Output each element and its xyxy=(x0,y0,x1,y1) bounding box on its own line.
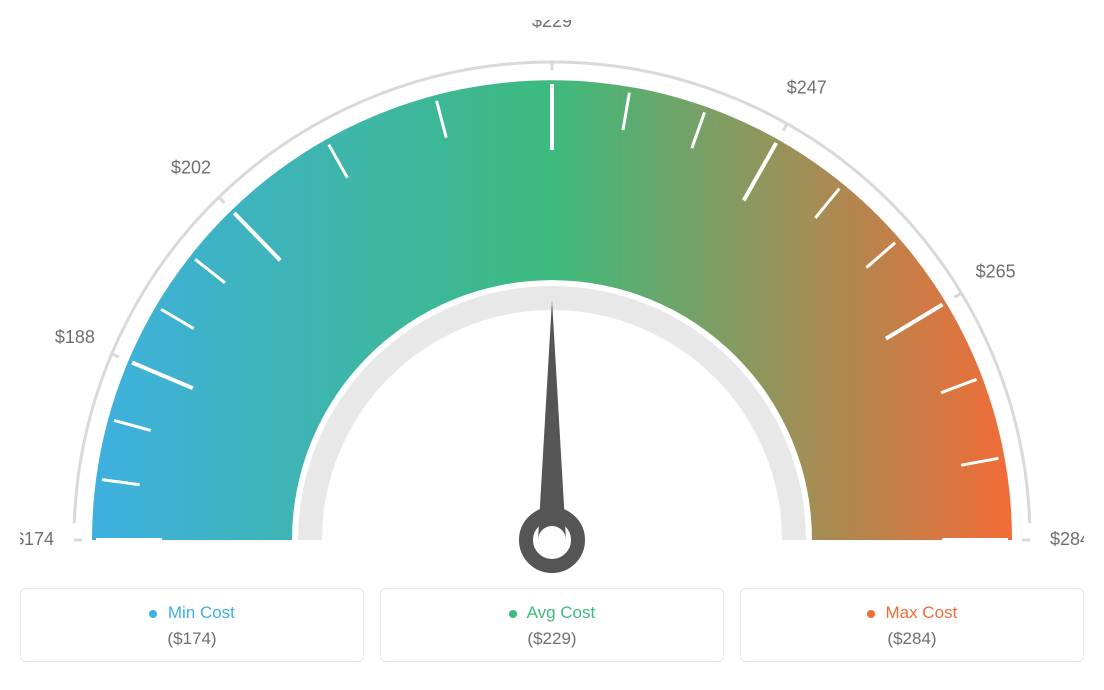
legend-value-avg: ($229) xyxy=(391,629,713,649)
tick-label: $247 xyxy=(787,78,827,98)
legend-label-avg: Avg Cost xyxy=(527,603,596,622)
tick-label: $188 xyxy=(55,327,95,347)
tick-label: $265 xyxy=(976,261,1016,281)
legend-box-avg: Avg Cost ($229) xyxy=(380,588,724,662)
gauge-area: $174 $188 $202 $229 $247 $265 $284 xyxy=(20,20,1084,580)
legend-dot-min xyxy=(149,610,157,618)
legend-value-min: ($174) xyxy=(31,629,353,649)
legend-title-avg: Avg Cost xyxy=(391,603,713,623)
legend-row: Min Cost ($174) Avg Cost ($229) Max Cost… xyxy=(20,588,1084,662)
gauge-svg: $174 $188 $202 $229 $247 $265 $284 xyxy=(20,20,1084,580)
legend-title-max: Max Cost xyxy=(751,603,1073,623)
cost-gauge-chart: $174 $188 $202 $229 $247 $265 $284 Min Cost ($… xyxy=(20,20,1084,662)
tick-label: $202 xyxy=(171,157,211,177)
tick-label: $284 xyxy=(1050,529,1084,549)
tick-label: $174 xyxy=(20,529,54,549)
legend-label-min: Min Cost xyxy=(168,603,235,622)
legend-dot-avg xyxy=(509,610,517,618)
legend-box-max: Max Cost ($284) xyxy=(740,588,1084,662)
legend-box-min: Min Cost ($174) xyxy=(20,588,364,662)
tick-label: $229 xyxy=(532,20,572,31)
legend-dot-max xyxy=(867,610,875,618)
legend-title-min: Min Cost xyxy=(31,603,353,623)
legend-label-max: Max Cost xyxy=(885,603,957,622)
legend-value-max: ($284) xyxy=(751,629,1073,649)
